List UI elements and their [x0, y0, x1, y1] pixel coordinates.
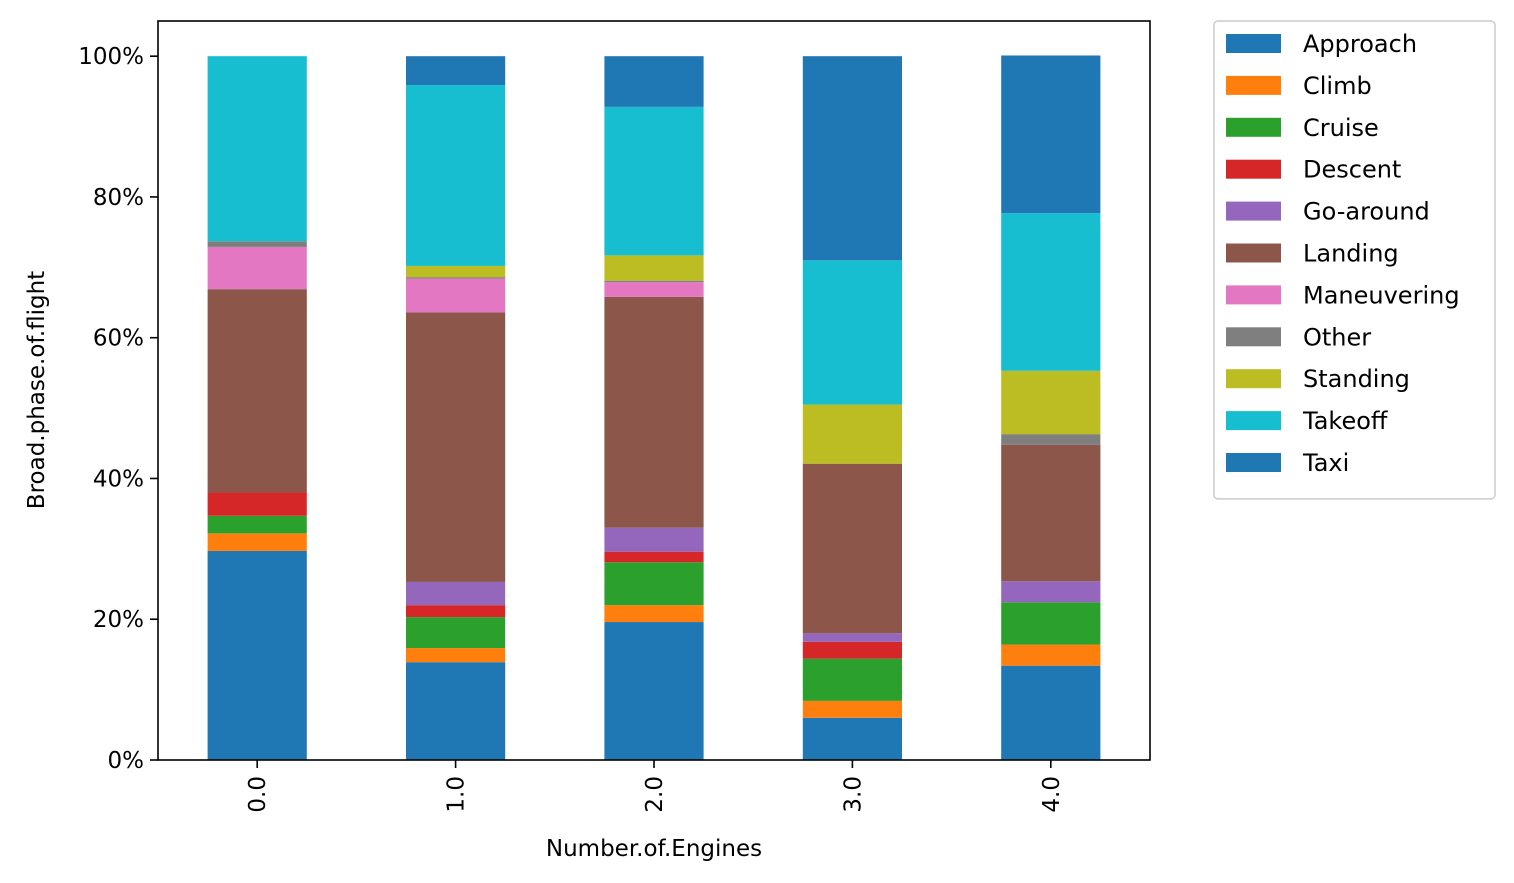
bar-maneuvering-2.0	[604, 282, 704, 297]
bar-landing-0.0	[207, 289, 307, 493]
legend-swatch-maneuvering	[1226, 285, 1281, 305]
x-tick-label: 4.0	[1039, 776, 1065, 813]
bar-taxi-3.0	[802, 56, 902, 261]
x-axis: 0.0 1.0 2.0 3.0 4.0	[245, 760, 1065, 813]
bar-descent-0.0	[207, 492, 307, 516]
legend-swatch-climb	[1226, 75, 1281, 95]
bar-standing-1.0	[406, 265, 506, 278]
bar-maneuvering-0.0	[207, 246, 307, 290]
bar-taxi-2.0	[604, 56, 704, 107]
bars-layer	[207, 55, 1101, 760]
bar-approach-2.0	[604, 622, 704, 760]
legend-label-descent: Descent	[1303, 156, 1401, 184]
x-tick-label: 3.0	[840, 776, 866, 813]
legend-swatch-landing	[1226, 243, 1281, 263]
bar-taxi-4.0	[1001, 55, 1101, 214]
bar-descent-2.0	[604, 551, 704, 563]
bar-takeoff-3.0	[802, 260, 902, 405]
legend-label-standing: Standing	[1303, 365, 1410, 393]
bar-descent-3.0	[802, 641, 902, 659]
legend-label-climb: Climb	[1303, 72, 1372, 100]
legend-swatch-descent	[1226, 159, 1281, 179]
bar-climb-3.0	[802, 700, 902, 718]
bar-climb-1.0	[406, 648, 506, 663]
bar-approach-1.0	[406, 662, 506, 760]
y-tick-label: 100%	[78, 44, 144, 70]
legend-swatch-go-around	[1226, 201, 1281, 221]
legend-swatch-cruise	[1226, 117, 1281, 137]
bar-cruise-4.0	[1001, 602, 1101, 645]
bar-approach-3.0	[802, 717, 902, 760]
legend-label-maneuvering: Maneuvering	[1303, 281, 1460, 309]
bar-standing-3.0	[802, 404, 902, 464]
x-tick-label: 1.0	[444, 776, 470, 813]
legend-label-landing: Landing	[1303, 240, 1399, 268]
legend-label-other: Other	[1303, 323, 1371, 351]
bar-other-1.0	[406, 277, 506, 279]
y-axis: 0% 20% 40% 60% 80% 100%	[78, 44, 158, 774]
legend-label-go-around: Go-around	[1303, 198, 1430, 226]
bar-landing-4.0	[1001, 444, 1101, 582]
bar-landing-1.0	[406, 312, 506, 582]
bar-cruise-3.0	[802, 658, 902, 701]
bar-climb-4.0	[1001, 644, 1101, 666]
bar-landing-2.0	[604, 296, 704, 528]
bar-go-around-4.0	[1001, 581, 1101, 603]
bar-takeoff-0.0	[207, 56, 307, 242]
y-tick-label: 20%	[93, 607, 144, 633]
legend-swatch-approach	[1226, 34, 1281, 53]
bar-taxi-1.0	[406, 56, 506, 86]
bar-other-2.0	[604, 280, 704, 283]
legend-swatch-takeoff	[1226, 411, 1281, 431]
x-axis-label: Number.of.Engines	[546, 836, 762, 862]
legend-frame	[1213, 20, 1496, 500]
bar-go-around-1.0	[406, 581, 506, 606]
legend-swatch-standing	[1226, 369, 1281, 389]
bar-approach-4.0	[1001, 665, 1101, 760]
bar-takeoff-2.0	[604, 106, 704, 256]
legend-label-taxi: Taxi	[1302, 449, 1349, 477]
bar-climb-2.0	[604, 605, 704, 623]
legend-label-takeoff: Takeoff	[1302, 407, 1388, 435]
bar-maneuvering-1.0	[406, 278, 506, 313]
legend-swatch-other	[1226, 327, 1281, 347]
bar-landing-3.0	[802, 463, 902, 634]
y-axis-label: Broad.phase.of.flight	[24, 271, 50, 509]
bar-cruise-0.0	[207, 515, 307, 534]
bar-standing-4.0	[1001, 370, 1101, 435]
bar-standing-2.0	[604, 255, 704, 281]
legend: Approach Climb Cruise Descent Go-around Landi…	[1213, 20, 1496, 500]
bar-other-4.0	[1001, 434, 1101, 445]
bar-takeoff-1.0	[406, 85, 506, 266]
bar-approach-0.0	[207, 550, 307, 760]
y-tick-label: 40%	[93, 466, 144, 492]
y-tick-label: 0%	[108, 748, 145, 774]
bar-other-0.0	[207, 241, 307, 247]
legend-label-approach: Approach	[1303, 30, 1417, 58]
bar-takeoff-4.0	[1001, 213, 1101, 371]
legend-swatch-taxi	[1226, 453, 1281, 472]
legend-label-cruise: Cruise	[1303, 114, 1379, 142]
y-tick-label: 80%	[93, 185, 144, 211]
x-tick-label: 0.0	[245, 776, 271, 813]
bar-go-around-2.0	[604, 527, 704, 552]
x-tick-label: 2.0	[642, 776, 668, 813]
bar-cruise-2.0	[604, 562, 704, 606]
y-tick-label: 60%	[93, 326, 144, 352]
bar-cruise-1.0	[406, 617, 506, 649]
bar-climb-0.0	[207, 533, 307, 551]
bar-descent-1.0	[406, 605, 506, 618]
bar-go-around-3.0	[802, 633, 902, 642]
